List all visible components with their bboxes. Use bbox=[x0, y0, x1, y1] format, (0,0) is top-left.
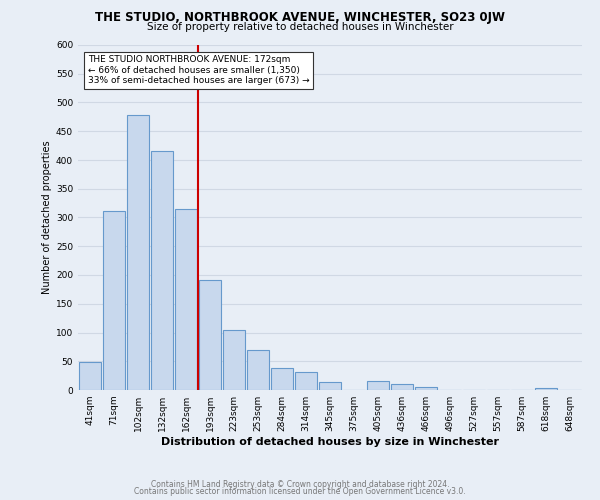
Bar bbox=[127, 115, 149, 390]
Bar bbox=[151, 152, 173, 390]
Bar bbox=[295, 372, 317, 390]
Y-axis label: Number of detached properties: Number of detached properties bbox=[42, 140, 52, 294]
Bar bbox=[247, 350, 269, 390]
Text: Contains public sector information licensed under the Open Government Licence v3: Contains public sector information licen… bbox=[134, 487, 466, 496]
Text: THE STUDIO, NORTHBROOK AVENUE, WINCHESTER, SO23 0JW: THE STUDIO, NORTHBROOK AVENUE, WINCHESTE… bbox=[95, 11, 505, 24]
Bar bbox=[391, 384, 413, 390]
Bar bbox=[175, 209, 197, 390]
Bar bbox=[415, 387, 437, 390]
Text: THE STUDIO NORTHBROOK AVENUE: 172sqm
← 66% of detached houses are smaller (1,350: THE STUDIO NORTHBROOK AVENUE: 172sqm ← 6… bbox=[88, 56, 310, 85]
Text: Size of property relative to detached houses in Winchester: Size of property relative to detached ho… bbox=[146, 22, 454, 32]
Bar bbox=[79, 362, 101, 390]
Bar bbox=[367, 382, 389, 390]
Bar bbox=[535, 388, 557, 390]
X-axis label: Distribution of detached houses by size in Winchester: Distribution of detached houses by size … bbox=[161, 437, 499, 447]
Bar bbox=[271, 368, 293, 390]
Bar bbox=[223, 330, 245, 390]
Bar bbox=[103, 211, 125, 390]
Bar bbox=[319, 382, 341, 390]
Bar bbox=[199, 280, 221, 390]
Text: Contains HM Land Registry data © Crown copyright and database right 2024.: Contains HM Land Registry data © Crown c… bbox=[151, 480, 449, 489]
